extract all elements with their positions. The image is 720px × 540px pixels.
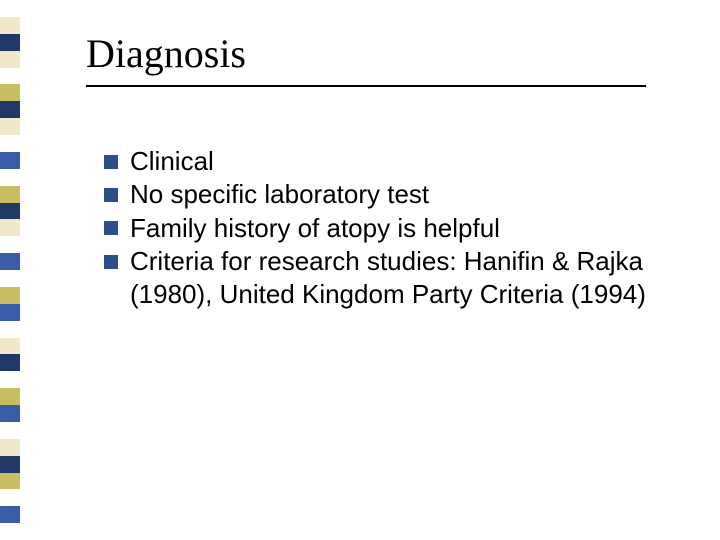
list-item-text: Criteria for research studies: Hanifin &… <box>130 246 646 309</box>
accent-strip <box>0 0 20 540</box>
accent-segment <box>0 68 20 85</box>
accent-segment <box>0 304 20 321</box>
list-item: Clinical <box>104 145 660 178</box>
accent-segment <box>0 388 20 405</box>
accent-segment <box>0 456 20 473</box>
accent-segment <box>0 523 20 540</box>
bullet-list: ClinicalNo specific laboratory test Famil… <box>86 145 660 311</box>
list-item-text: Clinical <box>130 146 214 176</box>
square-bullet-icon <box>104 188 118 202</box>
accent-segment <box>0 270 20 287</box>
list-item: Family history of atopy is helpful <box>104 212 660 245</box>
slide-title: Diagnosis <box>86 30 660 77</box>
accent-segment <box>0 405 20 422</box>
square-bullet-icon <box>104 255 118 269</box>
accent-segment <box>0 253 20 270</box>
square-bullet-icon <box>104 155 118 169</box>
accent-segment <box>0 84 20 101</box>
accent-segment <box>0 489 20 506</box>
accent-segment <box>0 473 20 490</box>
accent-segment <box>0 0 20 17</box>
square-bullet-icon <box>104 221 118 235</box>
slide-content: Diagnosis ClinicalNo specific laboratory… <box>86 30 660 311</box>
list-item-text: Family history of atopy is helpful <box>130 213 500 243</box>
accent-segment <box>0 34 20 51</box>
accent-segment <box>0 118 20 135</box>
accent-segment <box>0 152 20 169</box>
accent-segment <box>0 169 20 186</box>
slide: Diagnosis ClinicalNo specific laboratory… <box>0 0 720 540</box>
list-item: No specific laboratory test <box>104 178 660 211</box>
accent-segment <box>0 135 20 152</box>
accent-segment <box>0 371 20 388</box>
accent-segment <box>0 101 20 118</box>
list-item-text: No specific laboratory test <box>130 179 429 209</box>
accent-segment <box>0 203 20 220</box>
accent-segment <box>0 321 20 338</box>
accent-segment <box>0 186 20 203</box>
accent-segment <box>0 219 20 236</box>
accent-segment <box>0 287 20 304</box>
title-underline <box>86 85 646 87</box>
accent-segment <box>0 236 20 253</box>
accent-segment <box>0 338 20 355</box>
accent-segment <box>0 439 20 456</box>
list-item: Criteria for research studies: Hanifin &… <box>104 245 660 312</box>
accent-segment <box>0 17 20 34</box>
accent-segment <box>0 354 20 371</box>
accent-segment <box>0 506 20 523</box>
accent-segment <box>0 51 20 68</box>
accent-segment <box>0 422 20 439</box>
